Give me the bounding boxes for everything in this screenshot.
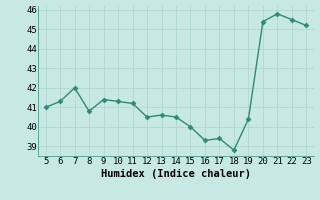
X-axis label: Humidex (Indice chaleur): Humidex (Indice chaleur) (101, 169, 251, 179)
